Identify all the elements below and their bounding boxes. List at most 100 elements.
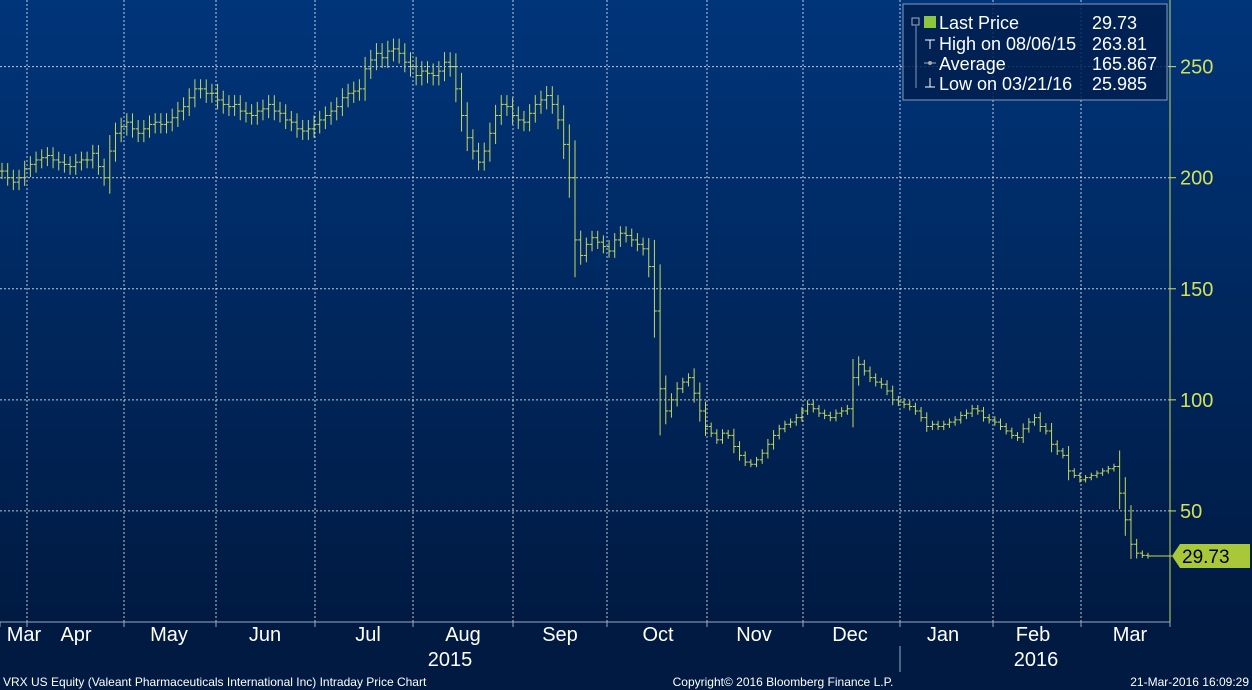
ohlc-bar [725, 429, 731, 439]
ohlc-bar [827, 411, 833, 422]
legend-average-value: 165.867 [1092, 54, 1157, 74]
ohlc-bar [220, 90, 226, 114]
ohlc-bar [356, 79, 362, 101]
ohlc-bar [283, 104, 289, 129]
ohlc-bar [963, 409, 969, 420]
ohlc-bar [895, 395, 901, 407]
ohlc-bar [78, 151, 84, 171]
ohlc-bar [112, 122, 118, 162]
ohlc-bar [27, 156, 33, 178]
ohlc-bar [776, 424, 782, 440]
ohlc-bar [980, 406, 986, 422]
ohlc-bar [16, 169, 22, 191]
ohlc-bar [368, 49, 374, 79]
ohlc-bar [1083, 474, 1089, 483]
ohlc-bar [147, 115, 153, 138]
ohlc-bar [1037, 412, 1043, 432]
plot-background [0, 0, 1252, 622]
ohlc-bar [861, 359, 867, 376]
ohlc-bar [924, 412, 930, 432]
ohlc-bar [612, 233, 618, 258]
ohlc-bar [487, 122, 493, 162]
ohlc-bar [657, 264, 663, 436]
ohlc-bar [566, 124, 572, 198]
ohlc-bar [867, 366, 873, 383]
ohlc-bar [549, 86, 555, 114]
ohlc-bar [1071, 468, 1077, 479]
xtick-label-9: Dec [832, 624, 868, 646]
ohlc-bar [334, 97, 340, 121]
ohlc-bar [203, 79, 209, 103]
ohlc-bar [1088, 472, 1094, 481]
ohlc-bar [555, 95, 561, 130]
ohlc-bar [390, 38, 396, 62]
ohlc-bar [328, 101, 334, 125]
ohlc-bar [430, 63, 436, 86]
ohlc-bar [152, 113, 158, 134]
collapse-icon[interactable] [911, 17, 920, 26]
ohlc-bar [663, 375, 669, 425]
ohlc-bar [129, 113, 135, 138]
ohlc-bar [793, 413, 799, 426]
xtick-label-4: Jul [355, 624, 381, 646]
ohlc-bar [118, 117, 124, 143]
price-series [0, 38, 1172, 559]
ohlc-bar [436, 61, 442, 86]
ohlc-bar [538, 90, 544, 114]
ohlc-bar [668, 393, 674, 418]
legend-high-label: High on 08/06/15 [939, 34, 1076, 54]
ohlc-bar [73, 153, 79, 175]
ohlc-bar [1060, 447, 1066, 459]
legend-low-value: 25.985 [1092, 74, 1147, 94]
ohlc-bar [578, 230, 584, 265]
ohlc-bar [515, 106, 521, 129]
ohlc-bar [1100, 468, 1106, 476]
ohlc-bar [521, 110, 527, 132]
ohlc-bar [237, 95, 243, 121]
ohlc-bar [1026, 418, 1032, 433]
ohlc-bar [476, 142, 482, 171]
ohlc-bar [101, 158, 107, 186]
ohlc-bar [135, 120, 141, 143]
ohlc-bar [561, 105, 567, 160]
ohlc-bar [748, 459, 754, 468]
ohlc-bar [271, 95, 277, 121]
ohlc-bar [532, 95, 538, 123]
ohlc-bar [1054, 440, 1060, 455]
ohlc-bar [413, 56, 419, 86]
ohlc-bar [192, 79, 198, 108]
ohlc-bar [447, 52, 453, 77]
ohlc-bar [589, 230, 595, 252]
ohlc-bar [67, 156, 73, 175]
ohlc-bar [646, 238, 652, 278]
y-axis-ticks: 50 100 150 200 250 [1170, 57, 1213, 523]
ohlc-bar [617, 226, 623, 247]
ohlc-bar [5, 163, 11, 186]
ohlc-bar [742, 451, 748, 467]
ohlc-bar [1134, 538, 1140, 559]
xtick-label-5: Aug [445, 624, 481, 646]
ohlc-bar [844, 404, 850, 415]
last-price-marker-icon [924, 16, 936, 28]
ohlc-bar [708, 422, 714, 438]
ohlc-bar [345, 83, 351, 108]
year-label-2015: 2015 [428, 649, 473, 671]
ohlc-bar [424, 61, 430, 84]
ohlc-bar [407, 52, 413, 77]
ohlc-bar [266, 95, 272, 119]
ohlc-bar [385, 40, 391, 69]
ohlc-bar [1139, 550, 1145, 559]
ytick-label-200: 200 [1180, 168, 1213, 190]
ohlc-bar [459, 72, 465, 132]
ohlc-bar [629, 228, 635, 247]
ohlc-bar [929, 420, 935, 431]
ohlc-bar [720, 429, 726, 444]
ohlc-bar [419, 61, 425, 86]
ohlc-bar [600, 235, 606, 254]
ohlc-bar [351, 81, 357, 103]
ohlc-bar [782, 420, 788, 433]
ohlc-bar [141, 119, 147, 143]
ohlc-bar [1020, 423, 1026, 443]
ohlc-bar [50, 147, 56, 169]
